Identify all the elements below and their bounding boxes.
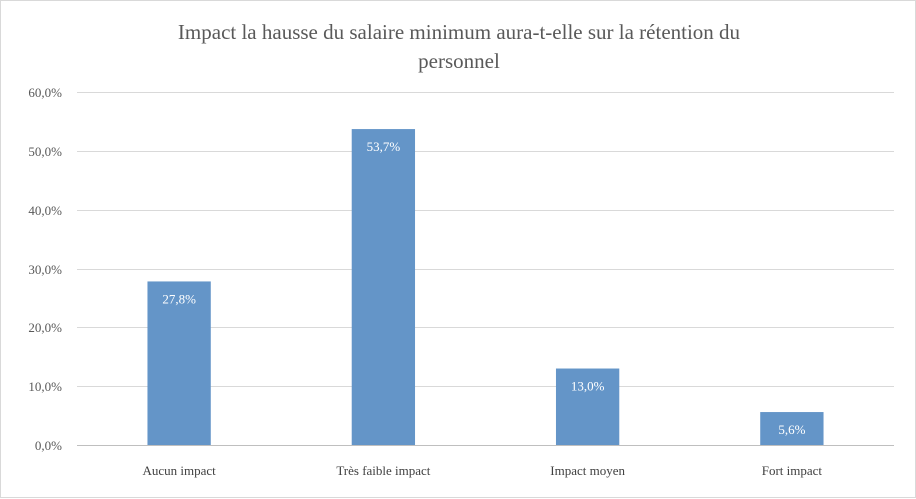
bar xyxy=(555,368,620,445)
bar-value-label: 5,6% xyxy=(778,422,805,437)
bar xyxy=(351,129,416,445)
category-label: Fort impact xyxy=(762,463,823,478)
bar-value-label: 53,7% xyxy=(367,139,401,154)
y-tick-label: 0,0% xyxy=(35,438,62,453)
bar-value-label: 27,8% xyxy=(162,291,196,306)
bars: 27,8% 53,7% 13,0% 5,6% xyxy=(147,129,824,445)
y-axis-tick-labels: 0,0% 10,0% 20,0% 30,0% 40,0% 50,0% 60,0% xyxy=(28,85,62,453)
bar-value-label: 13,0% xyxy=(571,379,605,394)
y-tick-label: 40,0% xyxy=(28,203,62,218)
category-label: Impact moyen xyxy=(550,463,625,478)
chart-title-line-1: Impact la hausse du salaire minimum aura… xyxy=(178,20,741,44)
y-tick-label: 10,0% xyxy=(28,379,62,394)
y-tick-label: 50,0% xyxy=(28,144,62,159)
y-tick-label: 60,0% xyxy=(28,85,62,100)
category-label: Très faible impact xyxy=(336,463,430,478)
bar xyxy=(147,281,211,445)
y-tick-label: 20,0% xyxy=(28,320,62,335)
y-tick-label: 30,0% xyxy=(28,262,62,277)
bar xyxy=(760,412,824,445)
chart-title-line-2: personnel xyxy=(418,49,500,73)
x-axis-category-labels: Aucun impact Très faible impact Impact moy… xyxy=(142,463,822,478)
gridlines xyxy=(77,92,894,446)
category-label: Aucun impact xyxy=(142,463,216,478)
